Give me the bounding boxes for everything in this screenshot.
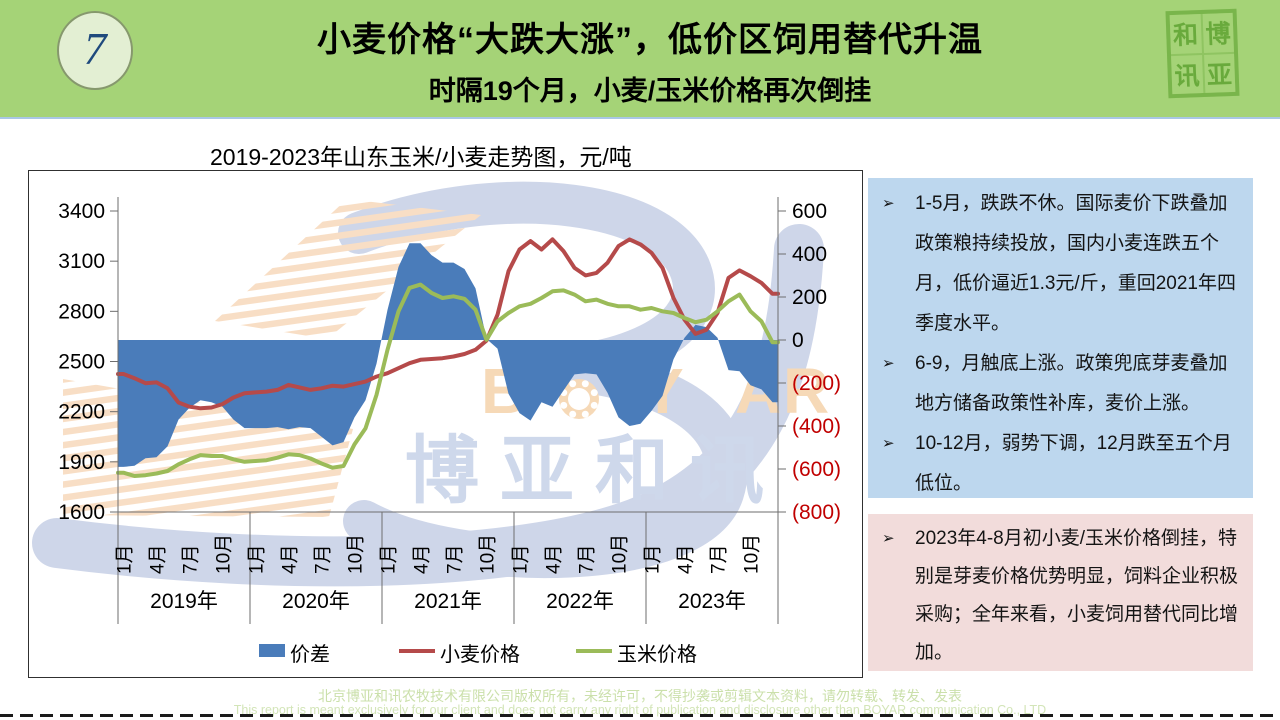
svg-text:(800): (800) [792, 501, 841, 524]
seal-char: 亚 [1203, 53, 1236, 93]
svg-text:3400: 3400 [58, 200, 105, 223]
chart-legend: 价差 小麦价格 玉米价格 [259, 643, 697, 666]
svg-text:200: 200 [792, 286, 827, 309]
svg-text:600: 600 [792, 200, 827, 223]
svg-text:1月: 1月 [511, 544, 532, 574]
bullet-arrow-icon: ➢ [882, 195, 895, 212]
svg-text:R: R [783, 355, 829, 427]
bullet-text: 2023年4-8月初小麦/玉米价格倒挂，特别是芽麦价格优势明显，饲料企业积极采购… [915, 528, 1239, 663]
footer-copyright-cn: 北京博亚和讯农牧技术有限公司版权所有，未经许可，不得抄袭或剪辑文本资料，请勿转载… [318, 688, 962, 704]
bullet-text: 1-5月，跌跌不休。国际麦价下跌叠加政策粮持续投放，国内小麦连跌五个月，低价逼近… [915, 193, 1236, 334]
svg-text:4月: 4月 [280, 544, 301, 574]
footer-dashed-divider [0, 714, 1280, 717]
bullet-text: 6-9，月触底上涨。政策兜底芽麦叠加地方储备政策性补库，麦价上涨。 [915, 353, 1228, 414]
svg-text:7月: 7月 [709, 544, 730, 574]
chart-title: 2019-2023年山东玉米/小麦走势图，元/吨 [210, 144, 632, 170]
svg-text:(200): (200) [792, 372, 841, 395]
svg-text:2023年: 2023年 [678, 590, 746, 613]
slide-number-badge: 7 [57, 11, 133, 90]
svg-text:7月: 7月 [313, 544, 334, 574]
svg-text:10月: 10月 [346, 534, 367, 574]
bullet-item: ➢ 10-12月，弱势下调，12月跌至五个月低位。 [882, 424, 1239, 504]
svg-text:1月: 1月 [379, 544, 400, 574]
slide-number: 7 [83, 22, 107, 74]
svg-text:10月: 10月 [742, 534, 763, 574]
svg-text:400: 400 [792, 243, 827, 266]
svg-text:2800: 2800 [58, 300, 105, 323]
slide-title: 小麦价格“大跌大涨”，低价区饲用替代升温 [317, 21, 983, 59]
bullet-arrow-icon: ➢ [882, 530, 895, 547]
svg-text:1月: 1月 [115, 544, 136, 574]
svg-text:7月: 7月 [577, 544, 598, 574]
svg-text:博: 博 [405, 429, 479, 512]
series-corn-line [116, 282, 780, 478]
svg-text:(600): (600) [792, 458, 841, 481]
svg-text:1600: 1600 [58, 501, 105, 524]
svg-text:2500: 2500 [58, 351, 105, 374]
slide-subtitle: 时隔19个月，小麦/玉米价格再次倒挂 [428, 76, 872, 106]
header-divider [0, 117, 1280, 119]
svg-text:亚: 亚 [500, 429, 574, 512]
bullet-item: ➢ 1-5月，跌跌不休。国际麦价下跌叠加政策粮持续投放，国内小麦连跌五个月，低价… [882, 184, 1239, 344]
svg-text:玉米价格: 玉米价格 [617, 643, 697, 666]
bullet-item: ➢ 2023年4-8月初小麦/玉米价格倒挂，特别是芽麦价格优势明显，饲料企业积极… [882, 520, 1239, 672]
svg-text:10月: 10月 [610, 534, 631, 574]
svg-text:价差: 价差 [290, 643, 330, 666]
svg-text:2019年: 2019年 [150, 590, 218, 613]
header-band: 7 小麦价格“大跌大涨”，低价区饲用替代升温 时隔19个月，小麦/玉米价格再次倒… [0, 0, 1280, 117]
svg-text:2022年: 2022年 [546, 590, 614, 613]
svg-text:3100: 3100 [58, 250, 105, 273]
bullet-arrow-icon: ➢ [882, 435, 895, 452]
bullet-text: 10-12月，弱势下调，12月跌至五个月低位。 [915, 433, 1232, 494]
svg-text:10月: 10月 [214, 534, 235, 574]
series-wheat-line [116, 237, 780, 411]
svg-text:和: 和 [595, 429, 669, 512]
chart-container: BYAR博亚和讯34003100280025002200190016006004… [28, 170, 863, 678]
svg-text:讯: 讯 [690, 429, 764, 512]
svg-text:1月: 1月 [247, 544, 268, 574]
svg-text:7月: 7月 [445, 544, 466, 574]
header-titles: 小麦价格“大跌大涨”，低价区饲用替代升温 时隔19个月，小麦/玉米价格再次倒挂 [150, 12, 1150, 108]
svg-text:1900: 1900 [58, 451, 105, 474]
svg-text:4月: 4月 [148, 544, 169, 574]
seal-char: 博 [1202, 12, 1234, 53]
svg-text:2021年: 2021年 [414, 590, 482, 613]
svg-text:4月: 4月 [676, 544, 697, 574]
svg-text:2020年: 2020年 [282, 590, 350, 613]
svg-text:10月: 10月 [478, 534, 499, 574]
seal-char: 和 [1169, 14, 1202, 54]
svg-text:1月: 1月 [643, 544, 664, 574]
analysis-panel-substitution: ➢ 2023年4-8月初小麦/玉米价格倒挂，特别是芽麦价格优势明显，饲料企业积极… [868, 514, 1253, 671]
analysis-panel-monthly: ➢ 1-5月，跌跌不休。国际麦价下跌叠加政策粮持续投放，国内小麦连跌五个月，低价… [868, 178, 1253, 498]
svg-text:小麦价格: 小麦价格 [440, 643, 520, 666]
svg-text:4月: 4月 [544, 544, 565, 574]
footer-copyright-en: This report is meant exclusively for our… [233, 703, 1047, 717]
price-trend-chart: BYAR博亚和讯34003100280025002200190016006004… [32, 181, 841, 666]
bullet-arrow-icon: ➢ [882, 355, 895, 372]
svg-text:(400): (400) [792, 415, 841, 438]
svg-text:0: 0 [792, 329, 804, 352]
axes [110, 197, 786, 513]
boyar-seal-logo: 和 博 讯 亚 [1165, 8, 1240, 99]
svg-text:2200: 2200 [58, 401, 105, 424]
seal-char: 讯 [1171, 54, 1203, 95]
series-price-spread-area [118, 243, 778, 467]
svg-text:7月: 7月 [181, 544, 202, 574]
bullet-item: ➢ 6-9，月触底上涨。政策兜底芽麦叠加地方储备政策性补库，麦价上涨。 [882, 344, 1239, 424]
svg-text:4月: 4月 [412, 544, 433, 574]
